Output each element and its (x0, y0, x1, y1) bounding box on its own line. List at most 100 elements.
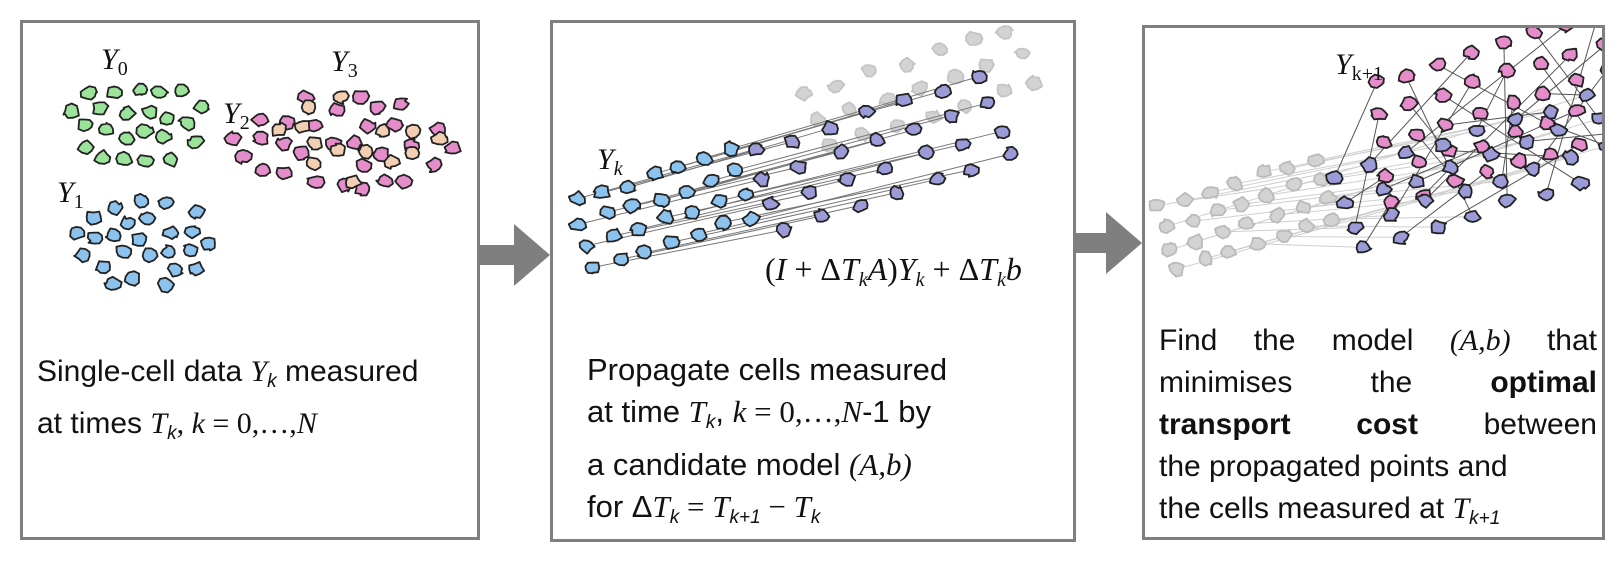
cell-glyph (1307, 153, 1325, 168)
label-y0: Y0 (101, 43, 128, 81)
cell-glyph (929, 171, 947, 186)
cell-glyph (869, 131, 886, 147)
panel3-caption: Find the model (A,b) that minimises the … (1159, 324, 1598, 529)
cell-glyph (613, 252, 629, 267)
panel1-caption: Single-cell data Yk measured at times Tk… (37, 355, 419, 444)
cell-glyph (1175, 191, 1195, 207)
propagation-formula: (I + ΔTkA)Yk + ΔTkb (765, 251, 1022, 291)
cell-glyph (1237, 216, 1256, 230)
cell-glyph (1567, 72, 1585, 88)
cell-glyph (1457, 183, 1473, 200)
transport-line (1526, 133, 1602, 142)
cell-glyph (252, 130, 269, 146)
cell-glyph (103, 275, 123, 291)
cell-glyph (622, 198, 642, 215)
cell-glyph (978, 58, 995, 73)
cell-glyph (234, 149, 253, 165)
cell-glyph (662, 235, 681, 250)
cell-glyph (1479, 163, 1495, 180)
cell-glyph (77, 118, 94, 133)
cell-glyph (1322, 212, 1341, 228)
cell-clusters-scene (62, 82, 462, 294)
cell-glyph (375, 173, 394, 188)
cell-glyph (106, 85, 123, 99)
arrow-right-icon (1076, 212, 1142, 274)
cell-glyph (629, 222, 648, 237)
cell-glyph (1441, 159, 1459, 176)
cell-glyph (1375, 181, 1393, 197)
cell-glyph (1219, 245, 1238, 259)
transport-line (1382, 145, 1483, 191)
transport-matching-scene (1148, 28, 1602, 278)
cell-glyph (1415, 193, 1435, 209)
cell-glyph (1557, 28, 1574, 34)
panel-optimal-transport: Yk+1 Find the model (A,b) that minimises… (1142, 25, 1605, 540)
cell-glyph (137, 211, 157, 226)
label-y3: Y3 (331, 45, 358, 83)
cell-glyph (358, 118, 377, 135)
cell-glyph (425, 156, 443, 174)
cell-glyph (904, 122, 923, 136)
cell-glyph (1463, 210, 1482, 223)
cell-glyph (123, 270, 140, 287)
cell-glyph (669, 160, 687, 174)
cell-glyph (1506, 112, 1524, 127)
arrow-right-icon (480, 224, 550, 286)
cell-glyph (1507, 123, 1524, 138)
cell-glyph (166, 262, 184, 278)
cell-glyph (1382, 207, 1400, 222)
cell-glyph (1492, 173, 1509, 190)
cell-glyph (157, 196, 175, 210)
cell-glyph (695, 151, 714, 166)
cell-glyph (1256, 163, 1272, 178)
cell-glyph (162, 151, 179, 168)
cell-glyph (605, 227, 624, 243)
cell-glyph (135, 123, 155, 139)
cell-glyph (578, 239, 596, 255)
cell-glyph (430, 130, 449, 146)
cell-glyph (1158, 218, 1176, 235)
cell-glyph (154, 128, 173, 145)
cell-glyph (118, 105, 137, 121)
cell-glyph (76, 139, 95, 155)
cell-glyph (1232, 195, 1251, 213)
cell-glyph (1002, 145, 1019, 161)
cell-glyph (85, 210, 103, 226)
transport-line (1515, 47, 1602, 121)
cell-glyph (104, 227, 122, 243)
cell-glyph (183, 225, 202, 240)
cell-glyph (737, 187, 755, 202)
cell-glyph (1408, 173, 1425, 189)
cell-glyph (92, 101, 110, 116)
cell-glyph (741, 210, 762, 228)
label-y1: Y1 (57, 176, 84, 214)
cell-glyph (1473, 139, 1491, 154)
cell-glyph (1200, 186, 1220, 200)
cell-glyph (567, 217, 588, 232)
cell-glyph (443, 140, 462, 155)
cell-glyph (1518, 134, 1535, 150)
cell-glyph (599, 205, 616, 220)
transport-line (621, 215, 823, 260)
cell-glyph (404, 146, 421, 161)
cell-glyph (186, 135, 206, 150)
cell-glyph (140, 104, 158, 120)
cell-glyph (62, 102, 80, 119)
cell-glyph (837, 172, 856, 187)
cell-glyph (860, 64, 877, 78)
cell-glyph (584, 261, 601, 275)
cell-glyph (954, 138, 972, 152)
cell-glyph (852, 199, 869, 214)
cell-glyph (1335, 195, 1355, 210)
cell-glyph (889, 184, 905, 201)
cell-glyph (775, 221, 793, 239)
cell-glyph (965, 30, 984, 46)
cell-glyph (1561, 148, 1579, 166)
transport-line (1331, 216, 1473, 220)
cell-glyph (1534, 85, 1552, 102)
cell-glyph (192, 99, 210, 115)
cell-glyph (1494, 35, 1513, 50)
cell-glyph (1537, 187, 1555, 202)
transport-line (1408, 103, 1443, 146)
label-yk: Yk (597, 143, 623, 181)
